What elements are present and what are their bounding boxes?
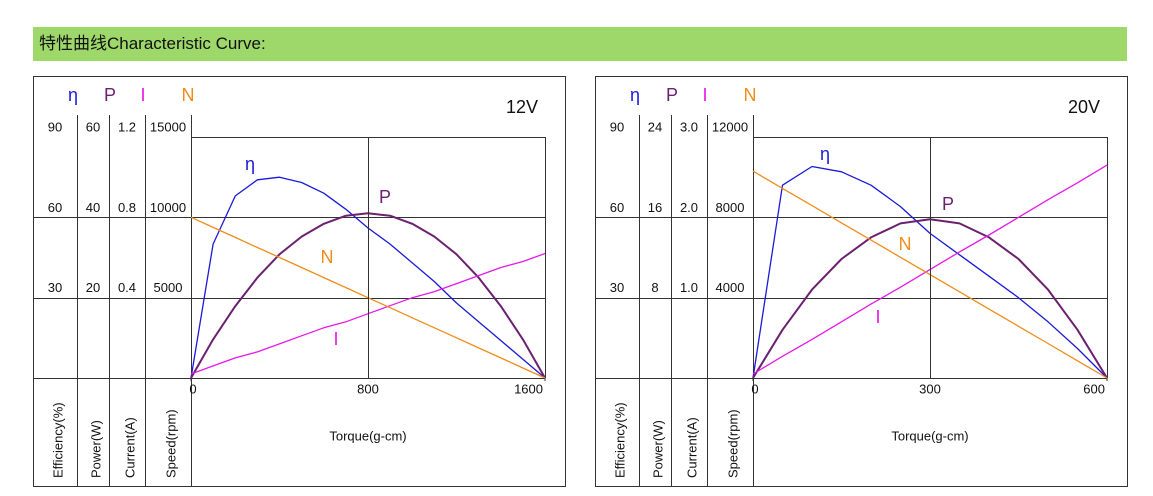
axis-symbol: η [68,85,78,105]
y-tick-label: 8000 [716,200,745,215]
axis-symbol: η [630,85,640,105]
y-tick-label: 2.0 [680,200,698,215]
curve-label: P [942,194,954,214]
y-tick-label: 0.8 [118,200,136,215]
curve-label: P [379,187,391,207]
chart-frame [595,76,1128,487]
y-tick-label: 4000 [716,280,745,295]
y-tick-label: 40 [86,200,100,215]
x-tick-label: 0 [751,381,758,396]
x-tick-label: 600 [1083,381,1105,396]
curve-label: N [899,234,912,254]
y-tick-label: 16 [648,200,662,215]
y-tick-label: 15000 [150,119,186,134]
axis-symbol: I [140,85,145,105]
y-tick-label: 1.0 [680,280,698,295]
x-tick-label: 300 [919,381,941,396]
chart-frame [33,76,566,487]
axis-label: Power(W) [650,420,665,478]
curve-label: I [875,307,880,327]
axis-label: Current(A) [684,417,699,478]
axis-label: Current(A) [122,417,137,478]
y-tick-label: 10000 [150,200,186,215]
chart-title: 20V [1068,97,1100,117]
axis-symbol: P [104,85,116,105]
y-tick-label: 90 [610,119,624,134]
y-tick-label: 8 [651,280,658,295]
axis-symbol: P [666,85,678,105]
y-tick-label: 60 [610,200,624,215]
y-tick-label: 60 [86,119,100,134]
y-tick-label: 30 [610,280,624,295]
curve-label: I [333,329,338,349]
y-tick-label: 12000 [712,119,748,134]
y-tick-label: 90 [48,119,62,134]
curve-label: η [245,154,255,174]
axis-label: Efficiency(%) [612,402,627,478]
section-header: 特性曲线Characteristic Curve: [33,27,1127,61]
y-tick-label: 60 [48,200,62,215]
axis-symbol: I [702,85,707,105]
x-tick-label: 1600 [514,381,543,396]
axis-label: Efficiency(%) [50,402,65,478]
axis-symbol: N [744,85,757,105]
y-tick-label: 1.2 [118,119,136,134]
x-tick-label: 0 [189,381,196,396]
curve-label: N [321,247,334,267]
x-axis-label: Torque(g-cm) [891,428,968,443]
y-tick-label: 30 [48,280,62,295]
y-tick-label: 20 [86,280,100,295]
axis-label: Power(W) [88,420,103,478]
curve-label: η [820,144,830,164]
y-tick-label: 24 [648,119,662,134]
axis-symbol: N [182,85,195,105]
axis-label: Speed(rpm) [725,409,740,478]
x-axis-label: Torque(g-cm) [329,428,406,443]
y-tick-label: 5000 [154,280,183,295]
x-tick-label: 800 [357,381,379,396]
axis-label: Speed(rpm) [163,409,178,478]
chart-title: 12V [506,97,538,117]
y-tick-label: 0.4 [118,280,136,295]
y-tick-label: 3.0 [680,119,698,134]
